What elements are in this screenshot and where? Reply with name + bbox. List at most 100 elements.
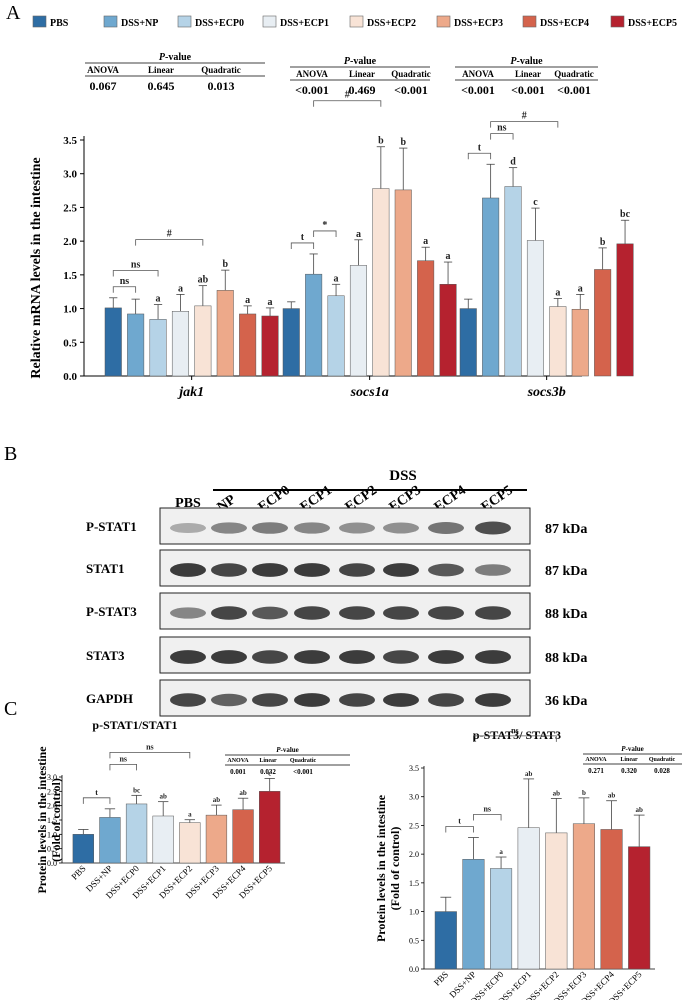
blot-band: [170, 650, 206, 664]
y-axis-label: Relative mRNA levels in the intestine: [29, 157, 44, 378]
significance-letter: b: [600, 237, 606, 248]
bar: [545, 832, 568, 970]
y-tick-label: 0.5: [409, 936, 419, 945]
blot-band: [211, 563, 247, 577]
blot-protein-label: STAT3: [86, 648, 125, 663]
comparison-bracket: [445, 826, 474, 833]
y-axis-label: Protein levels in the intestine: [374, 794, 388, 942]
bracket-label: *: [322, 220, 327, 231]
bar: [179, 822, 201, 864]
panel-label-b: B: [4, 443, 17, 465]
y-tick-label: 2.0: [409, 850, 419, 859]
pvalue-col-header: Quadratic: [201, 65, 241, 75]
blot-band: [252, 650, 288, 664]
bar: [216, 290, 234, 377]
y-tick-label: 1.0: [409, 908, 419, 917]
blot-band: [428, 563, 464, 577]
bracket-label: t: [301, 232, 305, 243]
chart-title: p-STAT1/STAT1: [92, 718, 177, 732]
chart-title: p-STAT3/ STAT3: [473, 728, 561, 742]
bracket-label: ns: [119, 754, 127, 763]
blot-band: [383, 522, 419, 534]
bracket-label: ns: [146, 742, 154, 751]
bar: [526, 240, 544, 377]
blot-band: [211, 606, 247, 620]
bar: [549, 306, 567, 377]
pvalue-value: <0.001: [293, 768, 313, 776]
legend-swatch: [262, 15, 277, 28]
bar: [439, 284, 457, 377]
blot-band: [475, 564, 511, 576]
bar: [259, 791, 281, 864]
blot-size-label: 36 kDa: [545, 694, 587, 709]
bar: [127, 313, 145, 377]
pvalue-value: 0.320: [621, 767, 637, 775]
blot-band: [383, 650, 419, 664]
bar: [232, 809, 254, 864]
significance-letter: ab: [525, 770, 533, 778]
legend-label: DSS+ECP3: [454, 18, 503, 29]
bar: [282, 308, 300, 377]
y-tick-label: 3.0: [409, 793, 419, 802]
bar: [327, 295, 345, 377]
comparison-bracket: [109, 751, 191, 759]
pvalue-value: <0.001: [511, 83, 545, 97]
bracket-label: t: [458, 816, 461, 825]
pvalue-col-header: ANOVA: [227, 758, 249, 764]
comparison-bracket: [490, 121, 559, 128]
significance-letter: b: [582, 789, 586, 797]
bracket-label: ns: [483, 804, 491, 813]
y-tick-label: 2.5: [47, 787, 57, 796]
bar: [152, 815, 174, 864]
significance-letter: ab: [159, 793, 167, 801]
blot-group-label: DSS: [389, 468, 417, 484]
blot-size-label: 87 kDa: [545, 564, 587, 579]
blot-band: [211, 650, 247, 664]
chart-panel-a: 0.0 0.5 1.0 1.5 2.0 2.5 3.0 3.5 Relative mRNA le…: [29, 52, 634, 400]
significance-letter: ab: [198, 275, 209, 286]
bar: [594, 269, 612, 377]
x-tick-label: socs3b: [527, 385, 566, 400]
comparison-bracket: [313, 230, 337, 237]
significance-letter: ab: [239, 789, 247, 797]
blot-band: [211, 693, 247, 707]
significance-letter: a: [245, 295, 250, 306]
y-tick-label: 1.5: [409, 879, 419, 888]
legend-label: DSS+ECP5: [628, 18, 677, 29]
blot-band: [170, 693, 206, 707]
pvalue-col-header: Quadratic: [554, 69, 594, 79]
y-tick-label: 0.5: [47, 845, 57, 854]
significance-letter: a: [356, 229, 361, 240]
blot-protein-label: GAPDH: [86, 691, 133, 706]
pvalue-title: P-value: [344, 56, 377, 67]
blot-band: [339, 650, 375, 664]
pvalue-value: 0.013: [208, 79, 235, 93]
comparison-bracket: [112, 270, 159, 277]
significance-letter: c: [533, 197, 538, 208]
comparison-bracket: [82, 797, 111, 804]
x-tick-label: jak1: [177, 385, 204, 400]
bracket-label: ns: [497, 123, 507, 134]
pvalue-title: P-value: [621, 745, 644, 753]
bar: [600, 829, 623, 970]
pvalue-col-header: ANOVA: [585, 757, 607, 763]
bar: [104, 307, 122, 377]
y-tick-label: 0.0: [409, 965, 419, 974]
bracket-label: #: [167, 229, 172, 240]
bar: [261, 315, 279, 377]
legend-swatch: [103, 15, 118, 28]
legend-swatch: [32, 15, 47, 28]
significance-letter: a: [555, 287, 560, 298]
significance-letter: d: [510, 157, 516, 168]
blot-band: [252, 693, 288, 707]
x-tick-label: PBS: [432, 969, 450, 987]
pvalue-col-header: Linear: [148, 65, 174, 75]
significance-letter: b: [400, 137, 406, 148]
bar: [305, 273, 323, 377]
bar: [394, 189, 412, 377]
bar: [72, 834, 94, 864]
bar: [482, 197, 500, 377]
blot-band: [428, 693, 464, 707]
blot-band: [252, 522, 288, 534]
blot-size-label: 87 kDa: [545, 522, 587, 537]
